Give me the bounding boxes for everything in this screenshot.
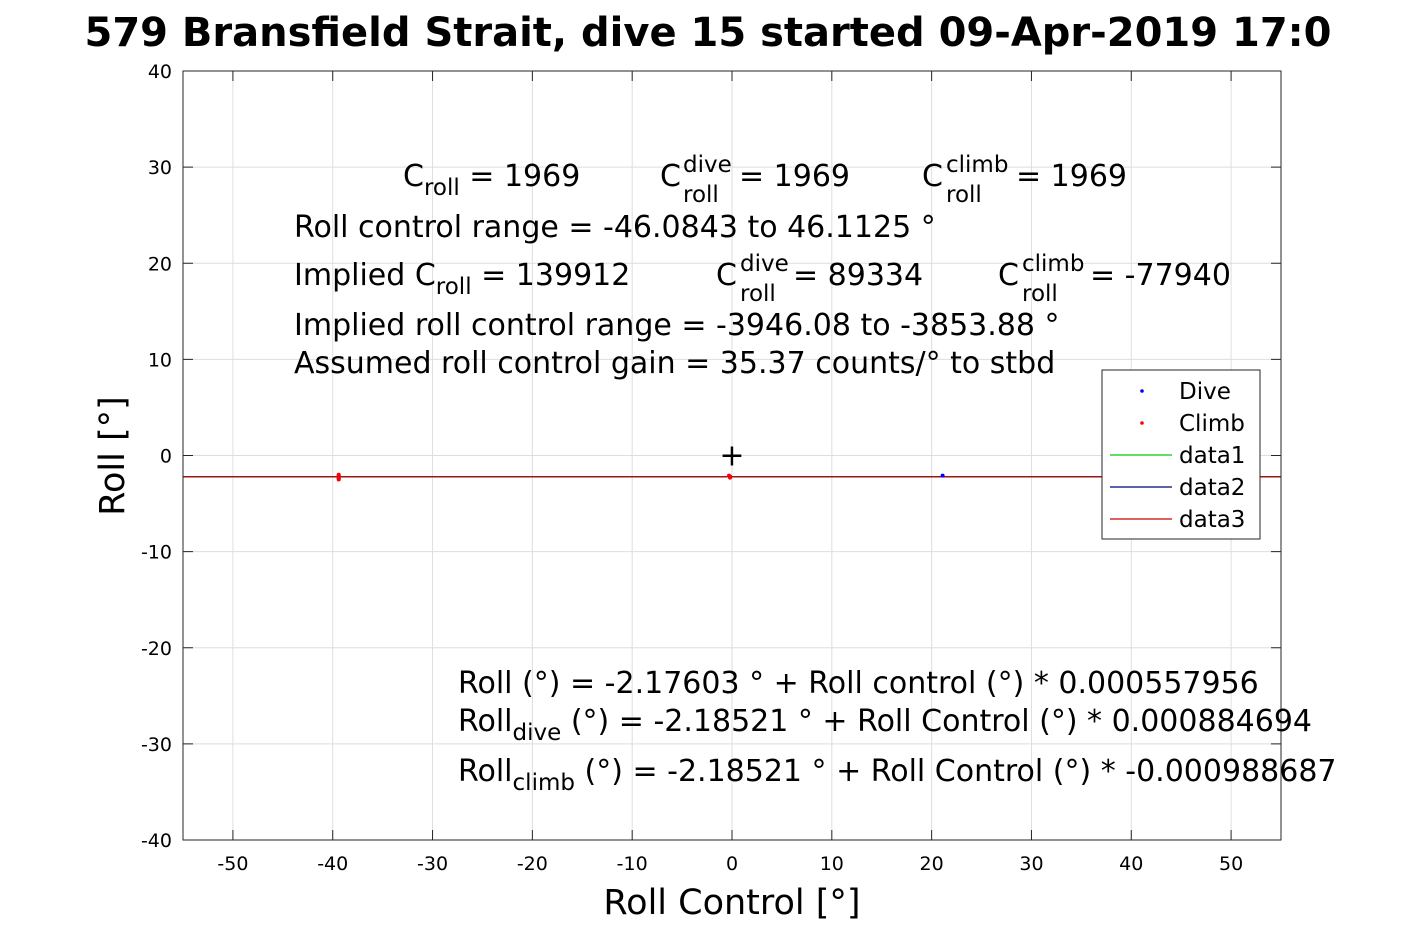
data-series — [183, 472, 1281, 482]
legend-label-data1: data1 — [1179, 443, 1245, 469]
y-axis-ticks: -40 -30 -20 -10 0 10 20 30 40 — [141, 61, 1281, 852]
y-tick-label: -10 — [141, 542, 172, 564]
annotation-c-dive: C — [660, 159, 681, 194]
annotation-c-climb-val: = 1969 — [1016, 159, 1127, 194]
chart-title: 579 Bransfield Strait, dive 15 started 0… — [84, 10, 1331, 56]
x-tick-label: 0 — [726, 853, 738, 875]
legend-swatch-climb — [1140, 421, 1144, 425]
legend: Dive Climb data1 data2 data3 — [1101, 369, 1261, 540]
legend-swatch-dive — [1140, 389, 1144, 393]
legend-label-dive: Dive — [1179, 379, 1231, 405]
x-axis-ticks: -50 -40 -30 -20 -10 0 10 20 30 40 50 — [217, 71, 1243, 875]
x-tick-label: 20 — [920, 853, 944, 875]
x-tick-label: 40 — [1119, 853, 1143, 875]
annotation-gain: Assumed roll control gain = 35.37 counts… — [294, 346, 1055, 381]
annotation-c-climb-sup: climb — [946, 152, 1008, 178]
annotation-c-dive-sub: roll — [683, 182, 719, 208]
y-axis-label: Roll [°] — [93, 396, 133, 516]
x-tick-label: -50 — [217, 853, 248, 875]
legend-label-data3: data3 — [1179, 507, 1245, 533]
series-point-climb — [336, 472, 341, 477]
y-tick-label: 0 — [160, 446, 172, 468]
annotation-c-dive-val: = 1969 — [739, 159, 850, 194]
annotation-implied-c-dive-sup: dive — [740, 251, 789, 277]
y-tick-label: -30 — [141, 734, 172, 756]
annotation-implied-c-climb-val: = -77940 — [1090, 258, 1231, 293]
y-tick-label: -40 — [141, 830, 172, 852]
annotation-calibration-line: Croll = 1969 — [403, 159, 580, 201]
equation-roll-fit: Roll (°) = -2.17603 ° + Roll control (°)… — [458, 666, 1259, 701]
annotation-implied-c-dive-val: = 89334 — [793, 258, 923, 293]
annotation-implied-c-climb: C — [998, 258, 1019, 293]
y-tick-label: 30 — [148, 157, 172, 179]
legend-label-climb: Climb — [1179, 411, 1245, 437]
equation-roll-climb-fit: Rollclimb (°) = -2.18521 ° + Roll Contro… — [458, 754, 1337, 796]
x-tick-label: 10 — [820, 853, 844, 875]
series-point-climb — [336, 477, 341, 482]
origin-marker-group: + — [719, 439, 744, 474]
x-tick-label: 30 — [1019, 853, 1043, 875]
x-tick-label: -30 — [417, 853, 448, 875]
annotation-c-climb-sub: roll — [946, 182, 982, 208]
annotation-implied-range: Implied roll control range = -3946.08 to… — [294, 308, 1060, 343]
y-tick-label: 10 — [148, 349, 172, 371]
series-point-climb — [728, 475, 733, 480]
x-tick-label: 50 — [1219, 853, 1243, 875]
y-tick-label: 40 — [148, 61, 172, 83]
origin-plus-marker: + — [719, 439, 744, 474]
series-point-dive — [940, 473, 945, 478]
y-tick-label: -20 — [141, 638, 172, 660]
y-tick-label: 20 — [148, 253, 172, 275]
annotation-implied-c-roll: Implied Croll = 139912 — [294, 258, 630, 300]
annotation-roll-control-range: Roll control range = -46.0843 to 46.1125… — [294, 210, 936, 245]
annotation-implied-c-climb-sup: climb — [1022, 251, 1084, 277]
annotation-c-climb: C — [922, 159, 943, 194]
x-axis-label: Roll Control [°] — [603, 883, 860, 923]
plot-frame — [182, 70, 1282, 841]
annotation-implied-c-dive-sub: roll — [740, 281, 776, 307]
annotation-implied-c-climb-sub: roll — [1022, 281, 1058, 307]
x-tick-label: -10 — [617, 853, 648, 875]
annotation-implied-c-dive: C — [716, 258, 737, 293]
x-tick-label: -20 — [517, 853, 548, 875]
legend-label-data2: data2 — [1179, 475, 1245, 501]
x-tick-label: -40 — [317, 853, 348, 875]
equation-roll-dive-fit: Rolldive (°) = -2.18521 ° + Roll Control… — [458, 704, 1312, 746]
annotation-c-dive-sup: dive — [683, 152, 732, 178]
